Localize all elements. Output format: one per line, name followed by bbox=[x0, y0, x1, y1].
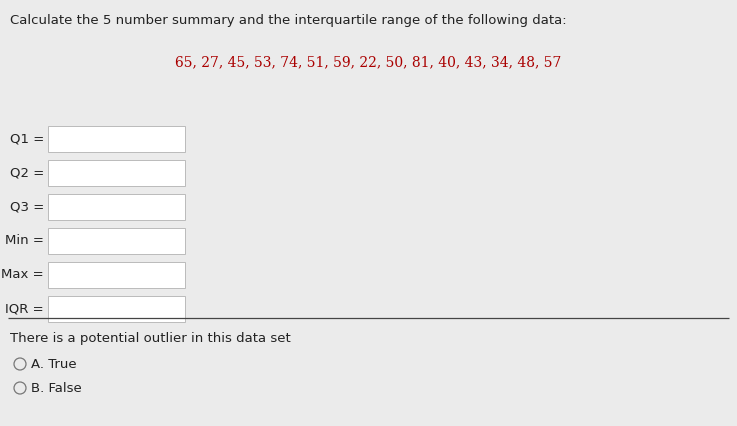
Text: Min =: Min = bbox=[5, 234, 44, 248]
Text: Q2 =: Q2 = bbox=[10, 167, 44, 179]
Text: Q1 =: Q1 = bbox=[10, 132, 44, 146]
FancyBboxPatch shape bbox=[48, 228, 185, 254]
FancyBboxPatch shape bbox=[48, 126, 185, 152]
FancyBboxPatch shape bbox=[48, 194, 185, 220]
Text: Q3 =: Q3 = bbox=[10, 201, 44, 213]
Text: B. False: B. False bbox=[31, 382, 82, 395]
Text: A. True: A. True bbox=[31, 358, 77, 371]
Text: 65, 27, 45, 53, 74, 51, 59, 22, 50, 81, 40, 43, 34, 48, 57: 65, 27, 45, 53, 74, 51, 59, 22, 50, 81, … bbox=[175, 55, 562, 69]
FancyBboxPatch shape bbox=[48, 160, 185, 186]
Text: There is a potential outlier in this data set: There is a potential outlier in this dat… bbox=[10, 332, 291, 345]
FancyBboxPatch shape bbox=[48, 296, 185, 322]
Text: IQR =: IQR = bbox=[5, 302, 44, 316]
Text: Calculate the 5 number summary and the interquartile range of the following data: Calculate the 5 number summary and the i… bbox=[10, 14, 567, 27]
Text: Max =: Max = bbox=[1, 268, 44, 282]
FancyBboxPatch shape bbox=[48, 262, 185, 288]
